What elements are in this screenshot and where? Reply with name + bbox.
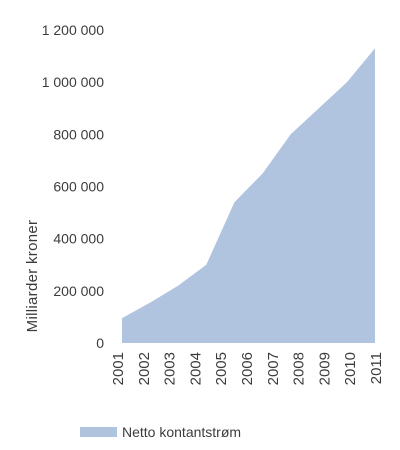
x-tick-label: 2003 bbox=[162, 352, 179, 385]
area-series bbox=[122, 48, 375, 344]
x-tick-label: 2010 bbox=[342, 352, 359, 385]
y-axis-label: Milliarder kroner bbox=[24, 220, 41, 333]
x-tick-label: 2002 bbox=[136, 352, 153, 385]
legend-label: Netto kontantstrøm bbox=[122, 424, 241, 440]
x-tick-labels: 2001 2002 2003 2004 2005 2006 2007 2008 2009 2010… bbox=[110, 352, 385, 385]
legend-swatch bbox=[80, 427, 117, 437]
x-tick-label: 2009 bbox=[316, 352, 333, 385]
x-tick-label: 2008 bbox=[291, 352, 308, 385]
series-area bbox=[122, 48, 375, 344]
x-tick-label: 2004 bbox=[187, 352, 204, 385]
x-tick-label: 2005 bbox=[213, 352, 230, 385]
y-tick-labels: 0 200 000 400 000 600 000 800 000 1 000 000 1 … bbox=[42, 22, 105, 351]
y-tick-label: 400 000 bbox=[53, 231, 104, 247]
x-tick-label: 2011 bbox=[368, 352, 385, 384]
y-tick-label: 800 000 bbox=[53, 126, 104, 142]
y-tick-label: 1 000 000 bbox=[42, 74, 104, 90]
x-tick-label: 2006 bbox=[239, 352, 256, 385]
y-tick-label: 1 200 000 bbox=[42, 22, 104, 38]
x-tick-label: 2007 bbox=[265, 352, 282, 385]
legend: Netto kontantstrøm bbox=[80, 424, 241, 440]
y-tick-label: 200 000 bbox=[53, 283, 104, 299]
y-tick-label: 600 000 bbox=[53, 179, 104, 195]
x-tick-label: 2001 bbox=[110, 352, 127, 385]
y-tick-label: 0 bbox=[96, 335, 104, 351]
